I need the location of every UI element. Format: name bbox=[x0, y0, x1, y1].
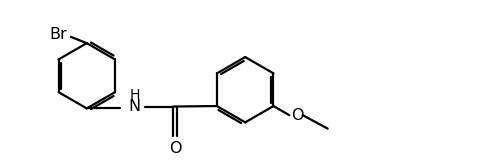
Text: O: O bbox=[169, 141, 181, 156]
Text: N: N bbox=[128, 99, 141, 114]
Text: H: H bbox=[130, 88, 140, 102]
Text: O: O bbox=[291, 108, 304, 123]
Text: Br: Br bbox=[50, 27, 68, 42]
